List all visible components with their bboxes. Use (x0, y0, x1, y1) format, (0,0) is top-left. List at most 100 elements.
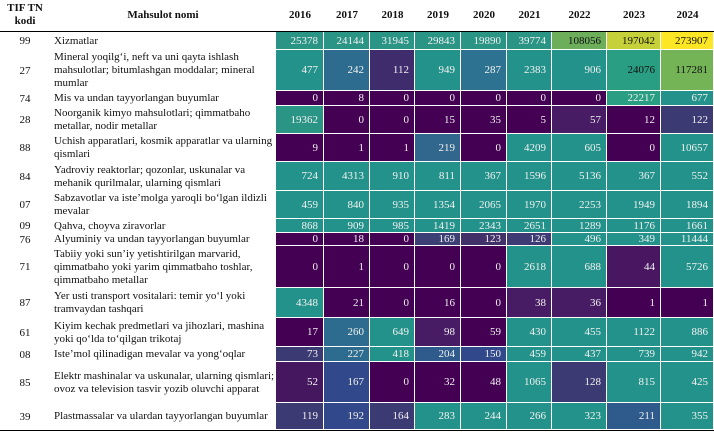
heatmap-cell: 649 (370, 318, 415, 347)
row-code: 71 (19, 261, 31, 273)
row-code: 07 (19, 199, 31, 211)
row-name: Alyuminiy va undan tayyorlangan buyumlar (54, 233, 250, 245)
heatmap-cell: 552 (661, 162, 714, 191)
heatmap-cell: 0 (324, 106, 370, 134)
heatmap-cell: 1 (661, 288, 714, 318)
heatmap-cell: 117281 (661, 50, 714, 91)
heatmap-cell: 1176 (607, 219, 661, 233)
row-name: Tabiiy yoki sun’iy yetishtirilgan marvar… (54, 247, 253, 286)
heatmap-cell: 57 (552, 106, 607, 134)
heatmap-cell: 5726 (661, 246, 714, 288)
row-code: 39 (19, 410, 31, 423)
heatmap-cell: 244 (461, 403, 507, 430)
heatmap-cell: 52 (276, 362, 324, 403)
header-year-2022: 2022 (568, 8, 591, 21)
heatmap-cell: 459 (276, 191, 324, 219)
row-code: 84 (19, 170, 31, 183)
heatmap-cell: 164 (370, 403, 415, 430)
heatmap-cell: 108056 (552, 32, 607, 50)
heatmap-cell: 192 (324, 403, 370, 430)
heatmap-cell: 242 (324, 50, 370, 91)
heatmap-cell: 909 (324, 219, 370, 233)
row-name: Qahva, choyva ziravorlar (54, 219, 166, 232)
heatmap-cell: 38 (507, 288, 552, 318)
row-name: Uchish apparatlari, kosmik apparatlar va… (54, 135, 273, 160)
header-year-2021: 2021 (518, 8, 541, 21)
heatmap-cell: 418 (370, 347, 415, 362)
heatmap-cell: 44 (607, 246, 661, 288)
heatmap-cell: 273907 (661, 32, 714, 50)
heatmap-cell: 1 (324, 246, 370, 288)
heatmap-cell: 9 (276, 134, 324, 162)
row-name: Elektr mashinalar va uskunalar, ularning… (54, 369, 275, 395)
heatmap-cell: 15 (415, 106, 461, 134)
header-year-2023: 2023 (623, 8, 645, 21)
row-name: Mis va undan tayyorlangan buyumlar (54, 92, 219, 104)
heatmap-cell: 2253 (552, 191, 607, 219)
heatmap-cell: 724 (276, 162, 324, 191)
heatmap-cell: 8 (324, 91, 370, 106)
heatmap-cell: 0 (552, 91, 607, 106)
row-code: 88 (19, 142, 31, 154)
heatmap-cell: 1661 (661, 219, 714, 233)
heatmap-cell: 98 (415, 318, 461, 347)
heatmap-cell: 1949 (607, 191, 661, 219)
heatmap-cell: 19362 (276, 106, 324, 134)
heatmap-cell: 425 (661, 362, 714, 403)
heatmap-cell: 323 (552, 403, 607, 430)
heatmap-cell: 169 (415, 233, 461, 246)
heatmap-cell: 227 (324, 347, 370, 362)
row-code: 61 (19, 326, 31, 339)
row-name: Plastmassalar va ulardan tayyorlangan bu… (54, 410, 268, 422)
heatmap-cell: 204 (415, 347, 461, 362)
heatmap-cell: 24076 (607, 50, 661, 91)
heatmap-cell: 0 (276, 246, 324, 288)
header-year-2017: 2017 (336, 8, 358, 21)
heatmap-cell: 477 (276, 50, 324, 91)
heatmap-cell: 985 (370, 219, 415, 233)
heatmap-cell: 0 (370, 91, 415, 106)
heatmap-cell: 949 (415, 50, 461, 91)
heatmap-cell: 2065 (461, 191, 507, 219)
heatmap-cell: 0 (461, 288, 507, 318)
heatmap-cell: 25378 (276, 32, 324, 50)
heatmap-cell: 0 (607, 134, 661, 162)
row-name: Xizmatlar (54, 34, 98, 47)
heatmap-cell: 18 (324, 233, 370, 246)
heatmap-cell: 0 (370, 362, 415, 403)
row-code: 28 (19, 114, 31, 126)
row-name: Noorganik kimyo mahsulotlari; qimmatbaho… (54, 107, 251, 132)
heatmap-cell: 0 (415, 246, 461, 288)
heatmap-cell: 1894 (661, 191, 714, 219)
heatmap-cell: 126 (507, 233, 552, 246)
heatmap-cell: 1 (607, 288, 661, 318)
heatmap-cell: 496 (552, 233, 607, 246)
heatmap-cell: 1 (370, 134, 415, 162)
heatmap-cell: 367 (461, 162, 507, 191)
heatmap-cell: 39774 (507, 32, 552, 50)
heatmap-cell: 5 (507, 106, 552, 134)
heatmap-cell: 355 (661, 403, 714, 430)
heatmap-cell: 811 (415, 162, 461, 191)
heatmap-cell: 16 (415, 288, 461, 318)
row-name: Iste’mol qilinadigan mevalar va yong‘oql… (54, 348, 246, 360)
heatmap-cell: 605 (552, 134, 607, 162)
heatmap-cell: 17 (276, 318, 324, 347)
row-name: Yer usti transport vositalari: temir yo‘… (54, 290, 246, 315)
heatmap-cell: 0 (461, 134, 507, 162)
row-code: 99 (19, 35, 31, 47)
heatmap-cell: 906 (552, 50, 607, 91)
heatmap-cell: 4209 (507, 134, 552, 162)
heatmap-cell: 0 (370, 233, 415, 246)
header-code: TIF TN kodi (7, 2, 43, 27)
heatmap-cell: 128 (552, 362, 607, 403)
heatmap-cell: 2651 (507, 219, 552, 233)
row-name: Yadroviy reaktorlar; qozonlar, uskunalar… (54, 163, 246, 189)
heatmap-cell: 260 (324, 318, 370, 347)
heatmap-cell: 22217 (607, 91, 661, 106)
heatmap-cell: 12 (607, 106, 661, 134)
header-year-2016: 2016 (289, 8, 311, 21)
row-code: 74 (19, 92, 31, 105)
heatmap-cell: 119 (276, 403, 324, 430)
